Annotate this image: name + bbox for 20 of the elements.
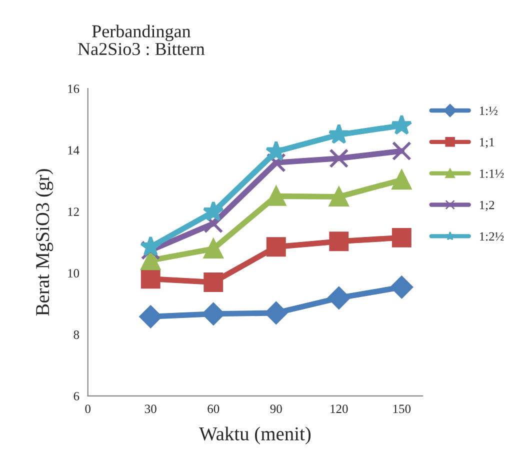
x-tick-label: 60	[208, 404, 220, 414]
x-tick-label: 30	[144, 404, 156, 414]
x-tick-label: 150	[393, 404, 411, 414]
y-tick-label: 12	[68, 208, 79, 216]
y-tick-label: 14	[68, 146, 80, 154]
legend-label: 1:½	[480, 106, 498, 116]
legend-label: 1:1½	[480, 169, 504, 178]
legend-label: 1;1	[480, 138, 494, 148]
y-tick-label: 10	[68, 269, 80, 278]
y-tick-label: 16	[68, 84, 80, 94]
x-axis-title: Waktu (menit)	[199, 426, 311, 444]
chart-title: Perbandingan Na2Sio3 : Bittern	[78, 24, 205, 56]
legend-label: 1;2	[480, 200, 494, 212]
x-tick-label: 0	[85, 404, 91, 414]
y-tick-label: 6	[74, 392, 80, 400]
y-tick-label: 8	[74, 330, 80, 339]
x-tick-label: 90	[270, 404, 282, 414]
y-axis-title: Berat MgSiO3 (gr)	[35, 169, 54, 316]
legend-label: 1:2½	[480, 232, 504, 241]
x-tick-label: 120	[330, 404, 348, 414]
